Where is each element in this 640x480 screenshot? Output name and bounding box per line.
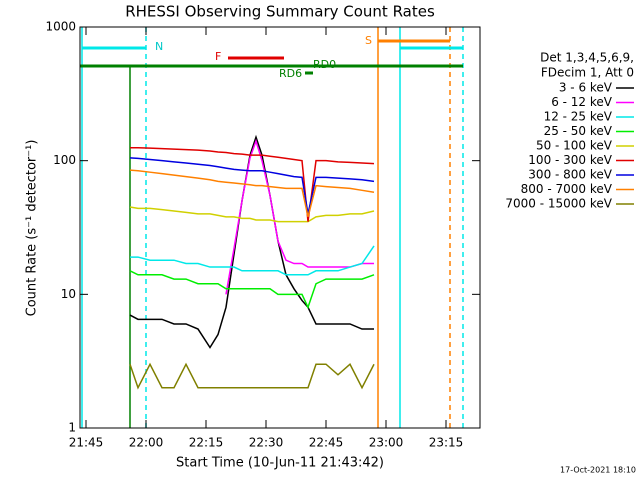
series-line	[129, 134, 374, 349]
x-tick-label: 22:45	[309, 436, 344, 450]
annotation: F	[215, 50, 221, 63]
series-line	[129, 169, 375, 218]
y-axis-label: Count Rate (s⁻¹ detector⁻¹)	[25, 140, 40, 317]
legend-label: 3 - 6 keV	[559, 81, 613, 95]
series-line	[130, 245, 375, 276]
legend-label: 800 - 7000 keV	[521, 182, 613, 196]
series-line	[129, 270, 375, 310]
x-tick-label: 21:45	[69, 436, 104, 450]
y-tick-label: 100	[53, 153, 76, 167]
legend-label: 25 - 50 keV	[544, 124, 613, 138]
annotation: N	[155, 40, 163, 53]
legend-label: 100 - 300 keV	[528, 153, 612, 167]
series-line	[129, 206, 375, 223]
x-tick-label: 23:15	[429, 436, 464, 450]
y-tick-label: 10	[61, 287, 76, 301]
annotation: RD0	[313, 58, 336, 71]
x-tick-label: 22:30	[249, 436, 284, 450]
chart-title: RHESSI Observing Summary Count Rates	[125, 3, 435, 21]
legend-label: 6 - 12 keV	[551, 95, 613, 109]
x-tick-label: 22:00	[129, 436, 164, 450]
legend-label: 7000 - 15000 keV	[505, 197, 612, 211]
series-line	[130, 146, 375, 222]
series-line	[129, 157, 375, 215]
series-line	[225, 138, 374, 295]
annotation: S	[365, 34, 372, 47]
annotation: RD6	[279, 67, 302, 80]
legend-header: FDecim 1, Att 0	[541, 66, 634, 80]
legend-label: 300 - 800 keV	[528, 168, 612, 182]
legend-label: 50 - 100 keV	[536, 139, 613, 153]
state-lines	[80, 27, 464, 428]
footer: 17-Oct-2021 18:10	[560, 466, 636, 475]
x-axis-label: Start Time (10-Jun-11 21:43:42)	[176, 456, 384, 471]
y-tick-label: 1	[68, 421, 76, 435]
legend-header: Det 1,3,4,5,6,9,	[540, 51, 634, 65]
x-tick-label: 23:00	[369, 436, 404, 450]
plot-frame	[79, 26, 481, 429]
legend-label: 12 - 25 keV	[544, 110, 613, 124]
series-line	[129, 362, 375, 390]
y-tick-label: 1000	[45, 20, 76, 34]
x-tick-label: 22:15	[189, 436, 224, 450]
